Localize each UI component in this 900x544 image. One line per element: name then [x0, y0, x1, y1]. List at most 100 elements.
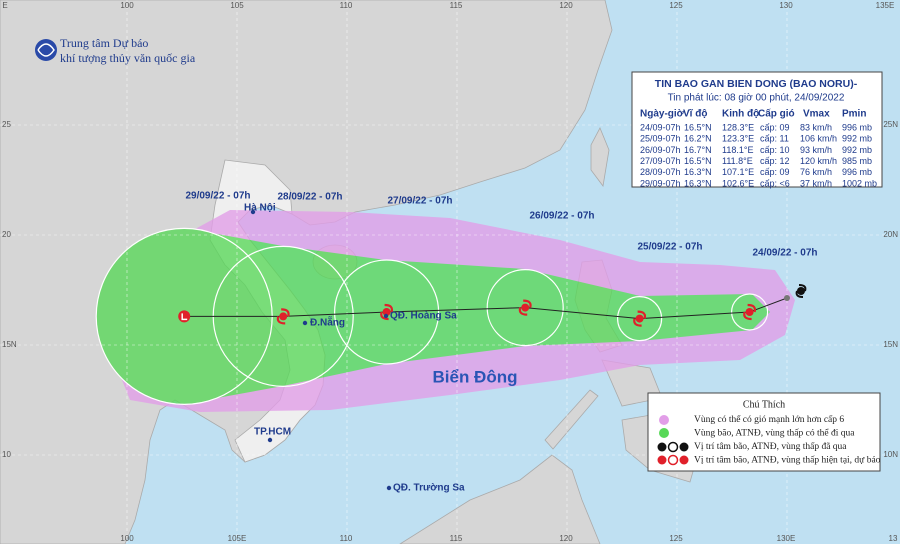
storm-icon: [276, 308, 290, 325]
storm-core: [635, 314, 644, 323]
grid-label: E: [2, 1, 7, 10]
grid-label: 105E: [228, 534, 247, 543]
storm-arm: [380, 303, 394, 321]
grid-label: 110: [340, 1, 353, 10]
taiwan: [590, 127, 610, 187]
grid-label: 20: [2, 230, 11, 239]
legend-icon: [657, 441, 689, 453]
grid-label: 13: [889, 534, 898, 543]
table-cell: 996 mb: [842, 122, 872, 132]
grid-label: 120: [559, 534, 573, 543]
storm-cone: [184, 228, 770, 404]
table-cell: cấp: 11: [760, 134, 789, 144]
grid-label: 25: [2, 120, 11, 129]
low-letter: [181, 313, 188, 321]
table-cell: 985 mb: [842, 156, 872, 166]
table-cell: 118.1°E: [722, 145, 753, 155]
column-header: Ngày-giờ: [640, 109, 685, 120]
table-cell: 996 mb: [842, 167, 872, 177]
grid-label: 110: [340, 534, 353, 543]
column-header: Vĩ độ: [683, 109, 707, 120]
legend-item: Vị trí tâm bão, ATNĐ, vùng thấp hiện tại…: [694, 454, 881, 465]
info-issued: Tin phát lúc: 08 giờ 00 phút, 24/09/2022: [668, 93, 845, 104]
table-cell: 24/09-07h: [640, 122, 681, 132]
place-label: QĐ. Trường Sa: [393, 483, 465, 494]
table-cell: 25/09-07h: [640, 134, 681, 144]
table-cell: 120 km/h: [800, 156, 837, 166]
grid-label: 135E: [876, 1, 895, 10]
track-label: 29/09/22 - 07h: [185, 191, 250, 202]
storm-arm: [743, 303, 757, 321]
storm-arm: [633, 310, 647, 327]
grid-label: 20N: [883, 230, 898, 239]
table-cell: 16.5°N: [684, 156, 712, 166]
grid-label: 125: [669, 534, 683, 543]
grid-label: 120: [559, 1, 573, 10]
column-header: Pmin: [842, 109, 866, 120]
forecast-circle: [486, 269, 564, 347]
place-label: Đ.Nẵng: [310, 316, 345, 329]
place-dot: [383, 313, 389, 319]
table-cell: cấp: 09: [760, 122, 790, 132]
palawan: [544, 389, 599, 450]
table-cell: 76 km/h: [800, 167, 832, 177]
grid-label: 115: [450, 1, 463, 10]
table-cell: 16.7°N: [684, 145, 712, 155]
grid-label: 15N: [2, 340, 17, 349]
forecast-circle: [730, 293, 769, 331]
legend-icon: [659, 428, 669, 438]
storm-icon: [518, 299, 532, 316]
storm-core: [521, 303, 530, 312]
table-cell: cấp: 10: [760, 145, 790, 155]
track-label: 26/09/22 - 07h: [529, 211, 594, 222]
grid-label: 10: [2, 450, 11, 459]
storm-arm: [518, 299, 532, 316]
table-cell: 29/09-07h: [640, 178, 681, 188]
storm-arm: [276, 308, 290, 325]
borneo: [399, 454, 601, 544]
track-label: 25/09/22 - 07h: [637, 242, 702, 253]
grid-label: 15N: [883, 340, 898, 349]
grid-label: 125: [669, 1, 683, 10]
storm-core: [279, 312, 288, 321]
table-cell: 28/09-07h: [640, 167, 681, 177]
low-icon: [178, 310, 191, 323]
table-cell: 16.3°N: [684, 167, 712, 177]
org-name: khí tượng thủy văn quốc gia: [60, 51, 196, 65]
table-cell: 106 km/h: [800, 134, 837, 144]
table-cell: 16.5°N: [684, 122, 712, 132]
table-cell: 83 km/h: [800, 122, 832, 132]
legend-icon: [657, 454, 689, 466]
past-position: [784, 295, 790, 301]
forecast-circle: [334, 259, 440, 365]
table-cell: 16.2°N: [684, 134, 712, 144]
grid-label: 100: [120, 534, 134, 543]
place-dot: [267, 437, 273, 443]
grid-label: 130: [779, 1, 793, 10]
table-cell: cấp: <6: [760, 178, 790, 188]
legend-item: Vùng bão, ATNĐ, vùng thấp có thể đi qua: [694, 428, 855, 439]
grid-label: 115: [450, 534, 463, 543]
place-label: TP.HCM: [254, 427, 291, 438]
place-dot: [250, 209, 256, 215]
legend-icon: [659, 415, 669, 425]
info-title: TIN BAO GAN BIEN DONG (BAO NORU)-: [655, 78, 858, 90]
place-label: Hà Nội: [244, 203, 276, 214]
grid-label: 105: [230, 1, 244, 10]
legend-title: Chú Thích: [743, 399, 785, 410]
track-label: 28/09/22 - 07h: [277, 192, 342, 203]
table-cell: 992 mb: [842, 145, 872, 155]
column-header: Cấp gió: [758, 108, 795, 120]
past-storm-icon: [795, 284, 807, 298]
table-cell: cấp: 12: [760, 156, 790, 166]
table-cell: 123.3°E: [722, 134, 754, 144]
logo: [35, 39, 57, 61]
table-cell: 102.6°E: [722, 178, 754, 188]
table-cell: 27/09-07h: [640, 156, 681, 166]
place-label: QĐ. Hoàng Sa: [390, 311, 457, 322]
grid-label: 10N: [883, 450, 898, 459]
storm-icon: [743, 303, 757, 321]
info-box: [631, 71, 883, 188]
track-label: 27/09/22 - 07h: [387, 196, 452, 207]
